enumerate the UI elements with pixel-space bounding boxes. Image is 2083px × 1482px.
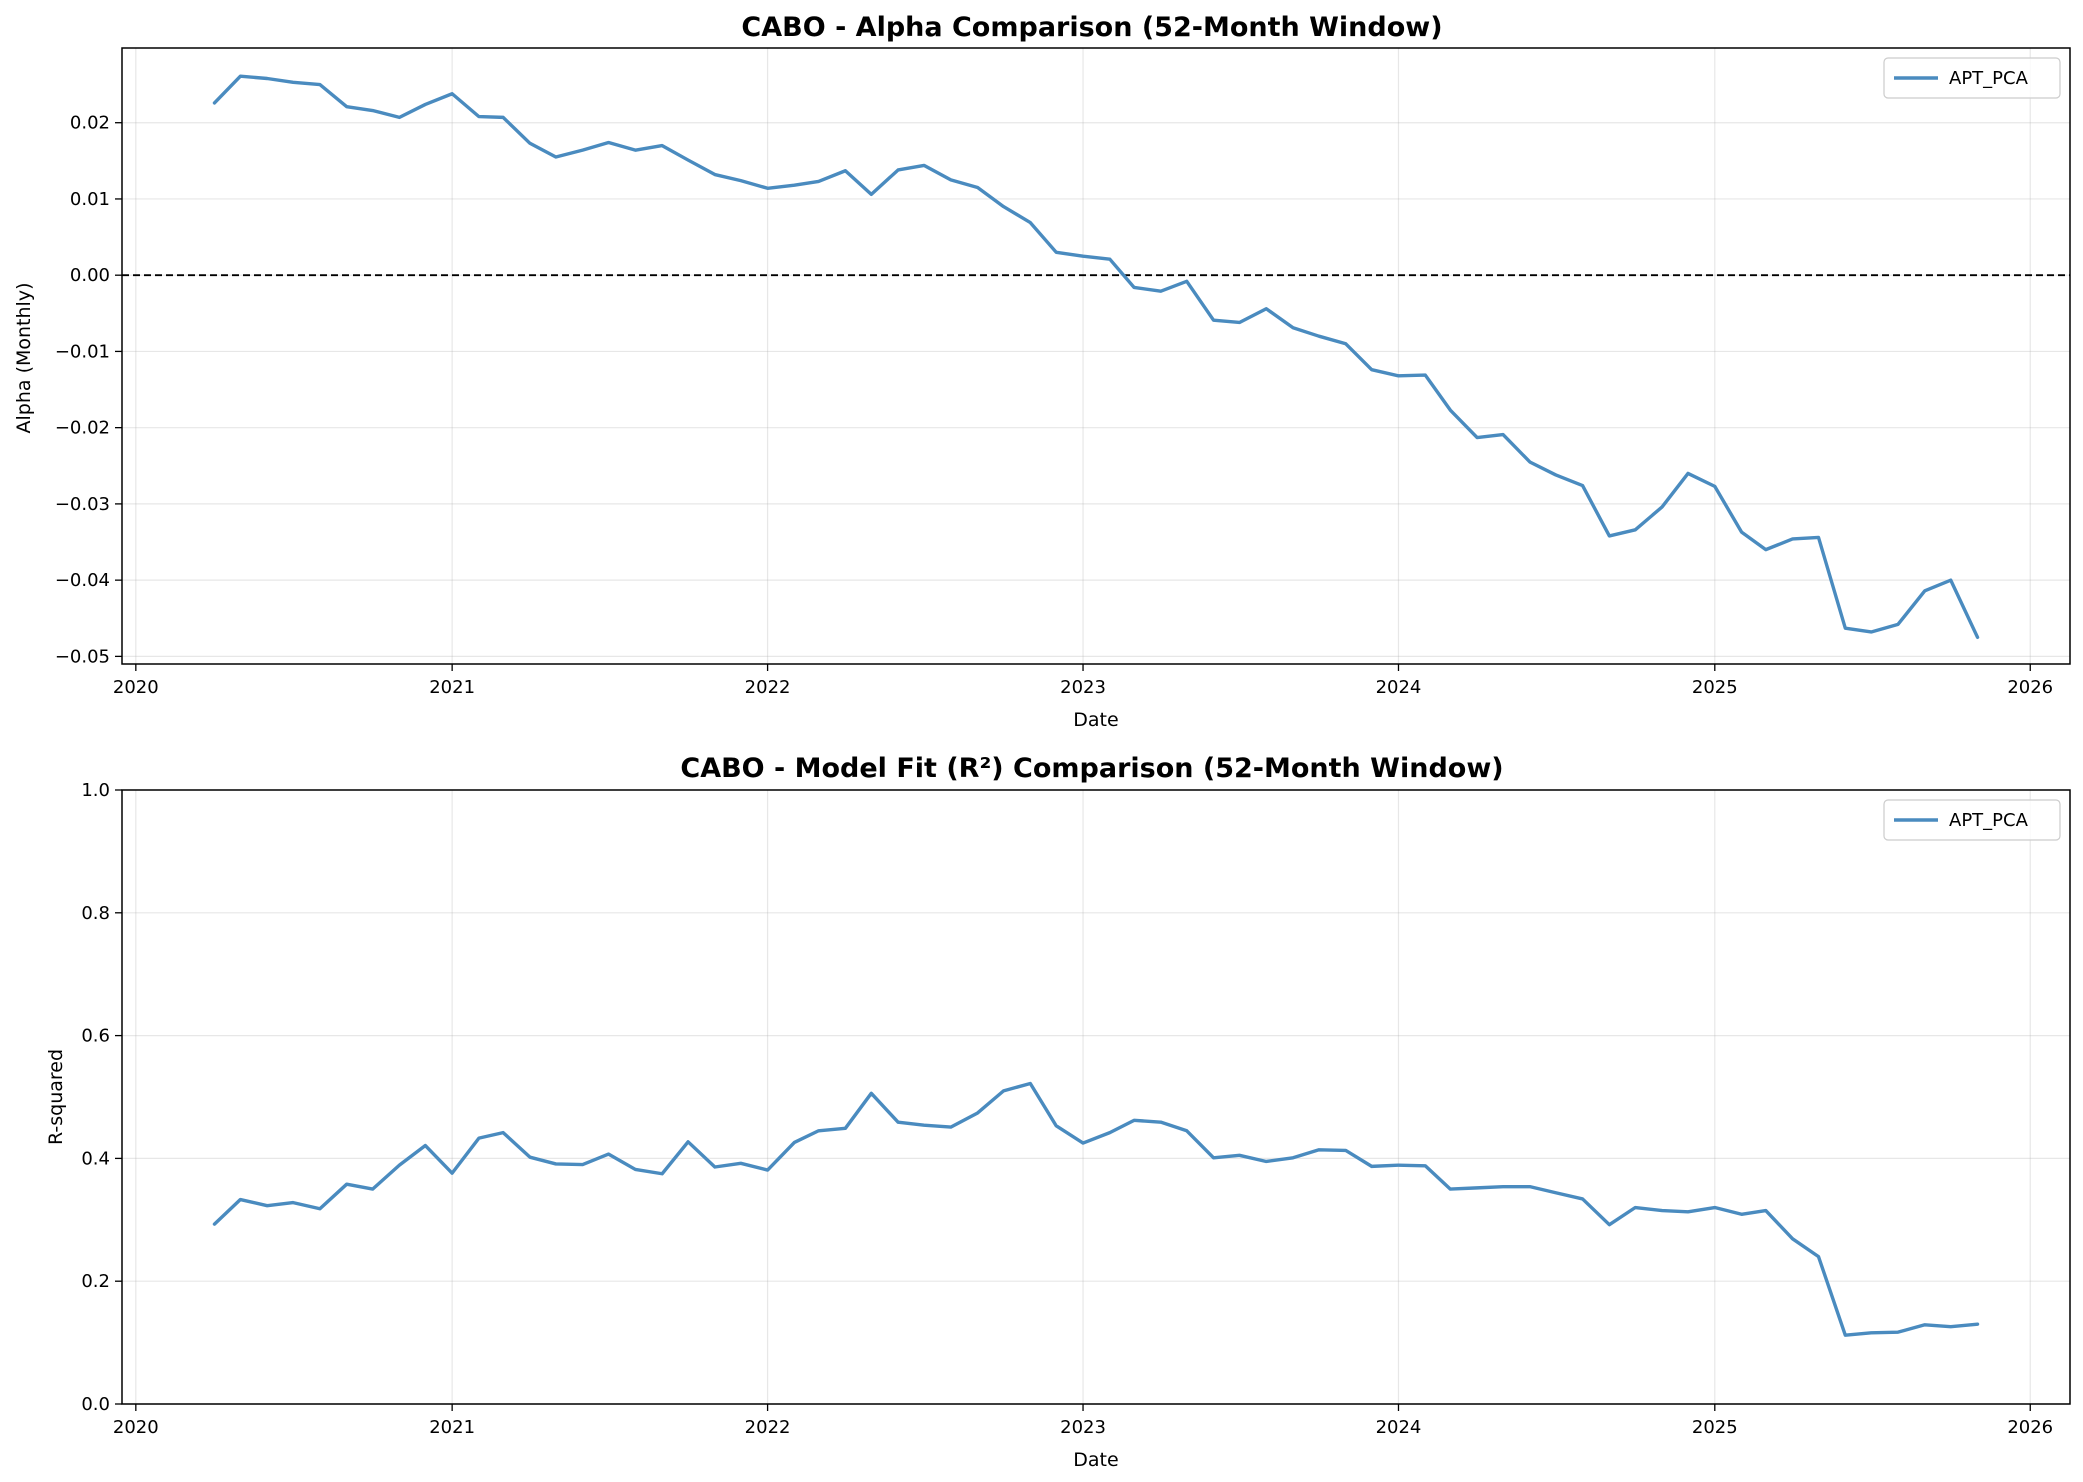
alpha-chart-y-tick-label: −0.02 [55, 418, 110, 439]
alpha-chart-y-axis-label: Alpha (Monthly) [13, 283, 35, 434]
alpha-chart-x-ticks: 2020 2021 2022 2023 2024 2025 2026 [113, 664, 2053, 698]
alpha-chart-frame [121, 47, 2071, 665]
alpha-chart: CABO - Alpha Comparison (52-Month Window… [13, 12, 2071, 731]
rsquared-chart-x-tick-label: 2025 [1692, 1417, 1738, 1438]
rsquared-chart-x-ticks: 2020 2021 2022 2023 2024 2025 2026 [113, 1404, 2053, 1438]
rsquared-chart-y-tick-label: 0.6 [81, 1026, 110, 1047]
alpha-chart-legend-label: APT_PCA [1949, 68, 2029, 89]
rsquared-chart-series-line [212, 1081, 1980, 1337]
alpha-chart-x-tick-label: 2022 [745, 677, 791, 698]
alpha-chart-legend: APT_PCA [1883, 57, 2061, 99]
rsquared-chart-x-tick-label: 2024 [1376, 1417, 1422, 1438]
rsquared-chart-y-tick-label: 0.8 [81, 903, 110, 924]
alpha-chart-y-tick-label: −0.03 [55, 494, 110, 515]
alpha-chart-title: CABO - Alpha Comparison (52-Month Window… [741, 12, 1442, 43]
rsquared-chart-y-tick-label: 1.0 [81, 780, 110, 801]
alpha-chart-x-tick-label: 2024 [1376, 677, 1422, 698]
alpha-chart-y-tick-label: 0.01 [70, 189, 110, 210]
rsquared-chart: CABO - Model Fit (R²) Comparison (52-Mon… [45, 753, 2071, 1471]
rsquared-chart-y-ticks: 0.0 0.2 0.4 0.6 0.8 1.0 [81, 780, 122, 1415]
rsquared-chart-x-tick-label: 2021 [429, 1417, 475, 1438]
alpha-chart-x-tick-label: 2020 [113, 677, 159, 698]
alpha-chart-y-tick-label: −0.01 [55, 341, 110, 362]
alpha-chart-series [212, 74, 1980, 640]
rsquared-chart-y-tick-label: 0.4 [81, 1148, 110, 1169]
alpha-chart-x-tick-label: 2026 [2007, 677, 2053, 698]
alpha-chart-series-line [212, 74, 1980, 640]
rsquared-chart-x-tick-label: 2023 [1060, 1417, 1106, 1438]
rsquared-chart-axes-frame [121, 789, 2071, 1405]
rsquared-chart-x-tick-label: 2020 [113, 1417, 159, 1438]
alpha-chart-legend-box [1883, 57, 2061, 99]
rsquared-chart-frame [121, 789, 2071, 1405]
rsquared-chart-x-tick-label: 2026 [2007, 1417, 2053, 1438]
rsquared-chart-legend-label: APT_PCA [1949, 810, 2029, 831]
rsquared-chart-y-axis-label: R-squared [45, 1049, 67, 1145]
alpha-chart-y-tick-label: −0.05 [55, 646, 110, 667]
rsquared-chart-x-tick-label: 2022 [745, 1417, 791, 1438]
rsquared-chart-legend: APT_PCA [1883, 799, 2061, 841]
rsquared-chart-legend-box [1883, 799, 2061, 841]
alpha-chart-y-ticks: 0.02 0.01 0.00 −0.01 −0.02 −0.03 −0.04 −0.05 [55, 113, 122, 667]
alpha-chart-y-tick-label: 0.02 [70, 113, 110, 134]
alpha-chart-x-tick-label: 2025 [1692, 677, 1738, 698]
alpha-chart-y-tick-label: −0.04 [55, 570, 110, 591]
alpha-chart-axes-frame [121, 47, 2071, 665]
alpha-chart-x-axis-label: Date [1073, 709, 1118, 731]
rsquared-chart-title: CABO - Model Fit (R²) Comparison (52-Mon… [680, 753, 1503, 784]
rsquared-chart-y-tick-label: 0.2 [81, 1271, 110, 1292]
alpha-chart-x-tick-label: 2023 [1060, 677, 1106, 698]
alpha-chart-x-tick-label: 2021 [429, 677, 475, 698]
rsquared-chart-y-tick-label: 0.0 [81, 1394, 110, 1415]
rsquared-chart-series [212, 1081, 1980, 1337]
alpha-chart-y-tick-label: 0.00 [70, 265, 110, 286]
rsquared-chart-x-axis-label: Date [1073, 1449, 1118, 1471]
